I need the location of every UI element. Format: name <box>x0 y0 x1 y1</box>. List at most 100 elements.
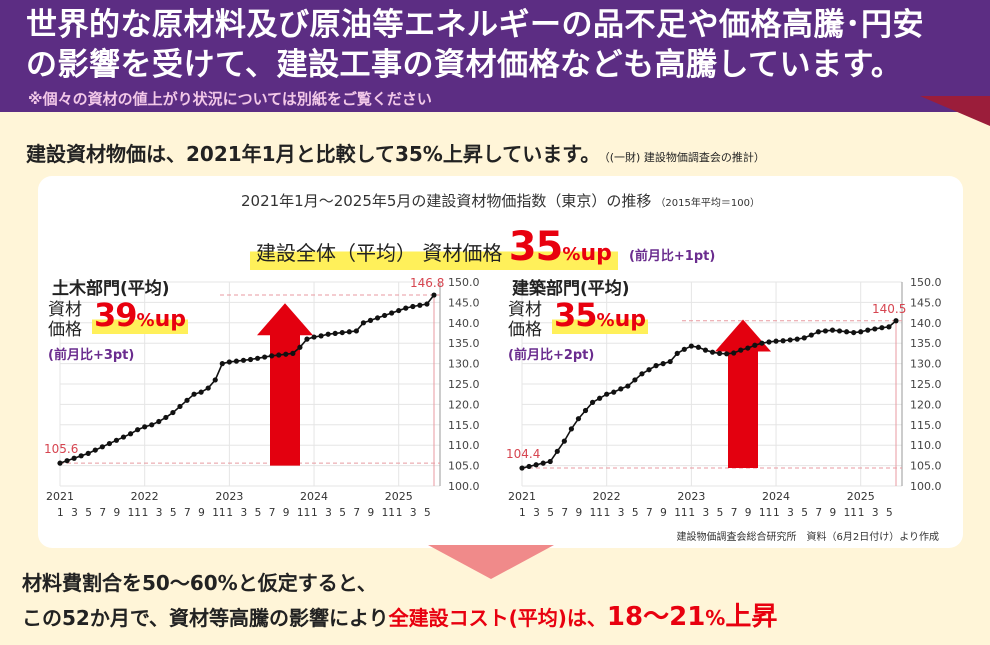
building-data-point <box>618 386 624 392</box>
civil-data-point <box>304 336 310 342</box>
civil-year-label: 2024 <box>300 490 328 503</box>
civil-data-point <box>113 437 120 443</box>
building-prev: (前月比+2pt) <box>508 348 595 363</box>
building-ytick-label: 105.0 <box>910 460 942 473</box>
civil-year-label: 2021 <box>46 490 74 503</box>
civil-month-label: 11 <box>297 507 310 519</box>
building-data-point <box>752 342 758 348</box>
civil-data-point <box>127 431 134 437</box>
civil-month-label: 3 <box>240 507 247 519</box>
civil-month-label: 1 <box>142 507 149 519</box>
civil-month-label: 1 <box>226 507 233 519</box>
civil-ytick-label: 130.0 <box>448 358 480 371</box>
civil-ytick-label: 150.0 <box>448 276 480 289</box>
civil-month-label: 3 <box>325 507 332 519</box>
civil-year-label: 2022 <box>131 490 159 503</box>
civil-data-point <box>184 397 190 403</box>
building-data-point <box>625 383 631 389</box>
building-data-point <box>759 340 765 346</box>
summary-main: 建設資材物価は、2021年1月と比較して35%上昇しています。 <box>26 142 601 166</box>
civil-data-point <box>346 329 352 335</box>
building-month-label: 11 <box>759 507 772 519</box>
building-data-point <box>787 337 793 343</box>
chart-title: 2021年1月〜2025年5月の建設資材物価指数（東京）の推移 （2015年平均＝… <box>38 190 963 211</box>
building-ytick-label: 130.0 <box>910 358 942 371</box>
building-data-point <box>724 351 730 357</box>
building-data-point <box>780 338 786 344</box>
overall-rise-unit: % <box>562 244 581 265</box>
building-month-label: 5 <box>717 507 724 519</box>
civil-start-value-label: 105.6 <box>44 442 78 456</box>
building-data-point <box>794 336 800 342</box>
building-month-label: 1 <box>688 507 695 519</box>
civil-ytick-label: 100.0 <box>448 480 480 493</box>
building-data-point <box>836 328 843 334</box>
civil-ytick-label: 115.0 <box>448 419 480 432</box>
civil-month-label: 9 <box>367 507 374 519</box>
headline-line-1: 世界的な原材料及び原油等エネルギーの品不足や価格高騰･円安 <box>26 7 924 43</box>
civil-data-point <box>382 312 388 319</box>
bottom-line-2: この52か月で、資材等高騰の影響により全建設コスト(平均)は、18〜21%上昇 <box>22 596 777 633</box>
building-data-point <box>766 339 772 345</box>
civil-month-label: 9 <box>113 507 120 519</box>
civil-rise: 39%up <box>92 296 188 334</box>
civil-data-point <box>339 329 345 336</box>
building-data-point <box>851 329 857 336</box>
building-rise-up: up <box>614 307 646 332</box>
civil-month-label: 7 <box>353 507 360 519</box>
down-arrow-icon <box>428 545 554 579</box>
building-rise-unit: % <box>596 310 615 331</box>
civil-rise-unit: % <box>136 310 155 331</box>
building-data-point <box>681 346 687 352</box>
building-data-point <box>801 335 807 341</box>
overall-label: 建設全体（平均） 資材価格 <box>256 241 503 265</box>
building-month-label: 5 <box>886 507 893 519</box>
chart-civil-engineering: 100.0 105.0 110.0 115.0 120.0 125.0 130.0 135.0… <box>44 276 480 519</box>
building-rise: 35%up <box>552 296 648 334</box>
civil-data-point <box>163 414 169 421</box>
civil-month-label: 5 <box>339 507 346 519</box>
civil-ytick-label: 110.0 <box>448 439 480 452</box>
building-month-label: 11 <box>674 507 687 519</box>
building-start-value-label: 104.4 <box>506 447 540 461</box>
overall-rise: 建設全体（平均） 資材価格 35%up (前月比+1pt) <box>250 224 715 270</box>
civil-data-point <box>417 302 423 308</box>
civil-month-label: 7 <box>184 507 191 519</box>
building-data-point <box>872 326 878 332</box>
civil-data-point <box>205 385 211 391</box>
building-data-point <box>815 329 821 335</box>
building-data-point <box>646 367 652 373</box>
civil-data-point <box>353 328 359 334</box>
civil-rise-value: 39 <box>94 296 138 334</box>
civil-data-point <box>233 358 240 364</box>
civil-data-point <box>403 305 409 311</box>
civil-rise-label-1: 資材 <box>48 300 82 320</box>
building-rise-label-2: 価格 <box>508 320 542 340</box>
civil-data-point <box>431 292 437 298</box>
civil-data-point <box>78 453 84 459</box>
civil-data-point <box>120 434 127 440</box>
building-data-point <box>808 332 814 338</box>
civil-data-point <box>142 424 148 430</box>
civil-data-point <box>318 333 324 339</box>
building-ytick-label: 150.0 <box>910 276 942 289</box>
building-ytick-label: 120.0 <box>910 398 942 411</box>
civil-data-point <box>85 450 91 456</box>
civil-data-point <box>177 403 183 410</box>
building-data-point <box>639 371 645 377</box>
civil-data-point <box>389 310 395 316</box>
building-data-point <box>589 399 596 405</box>
building-data-point <box>575 416 582 422</box>
civil-data-point <box>254 355 261 361</box>
civil-data-point <box>360 320 367 326</box>
civil-data-point <box>156 418 162 425</box>
civil-year-label: 2025 <box>385 490 413 503</box>
building-month-label: 1 <box>604 507 611 519</box>
civil-end-value-label: 146.8 <box>410 276 444 290</box>
civil-month-label: 7 <box>99 507 106 519</box>
civil-rise-up: up <box>154 307 186 332</box>
building-month-label: 11 <box>844 507 857 519</box>
civil-data-point <box>191 391 197 397</box>
building-ytick-label: 125.0 <box>910 378 942 391</box>
headline-line-2: の影響を受けて、建設工事の資材価格なども高騰しています。 <box>26 47 903 83</box>
